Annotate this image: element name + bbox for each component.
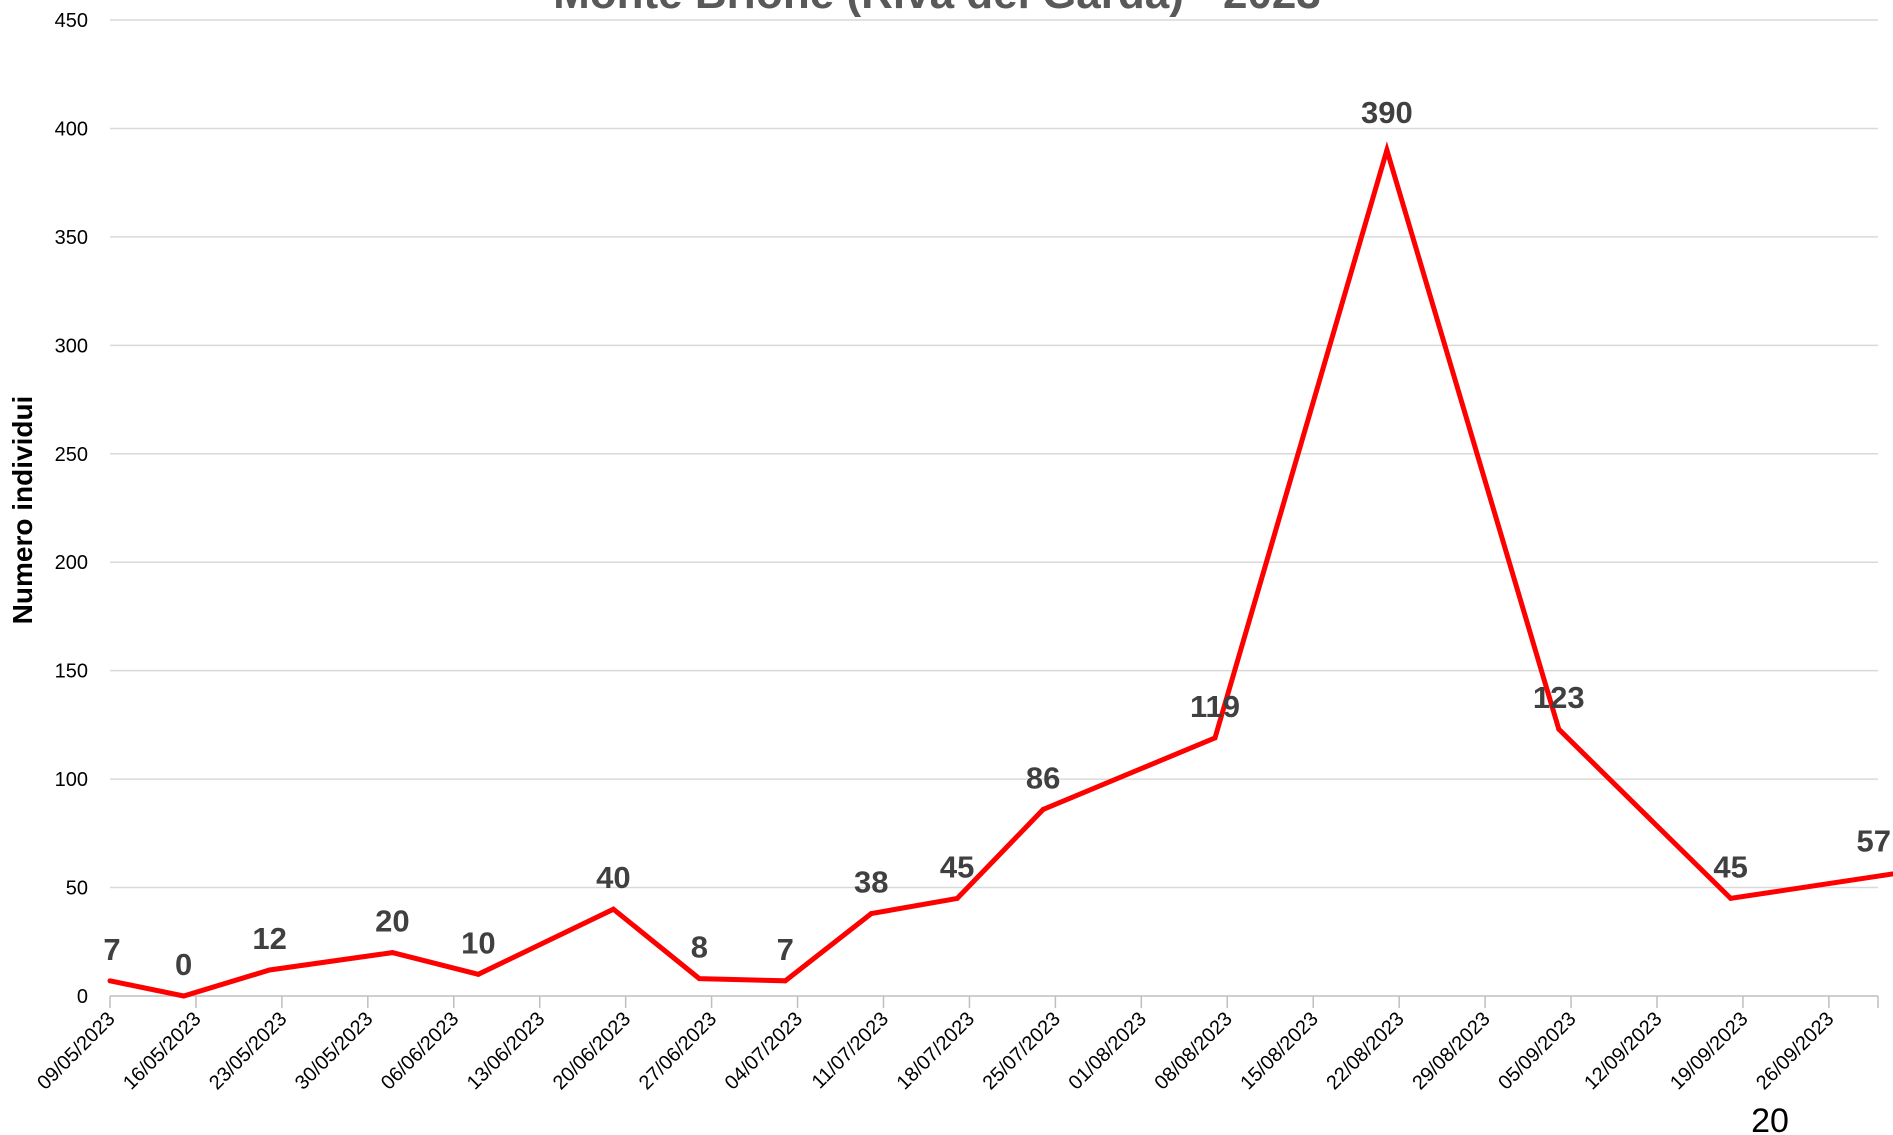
x-axis — [109, 995, 1879, 1008]
page-number: 20 — [1751, 1102, 1789, 1135]
data-label-15: 45 — [1713, 849, 1747, 884]
x-tick-label-9: 04/07/2023 — [721, 1008, 807, 1094]
data-label-2: 0 — [175, 947, 192, 982]
y-axis-title: Numero individui — [7, 396, 38, 625]
data-point-4 — [389, 950, 395, 956]
x-tick-label-21: 26/09/2023 — [1752, 1008, 1838, 1094]
y-tick-label-100: 100 — [55, 769, 88, 791]
y-tick-label-50: 50 — [66, 878, 88, 900]
y-tick-label-0: 0 — [77, 986, 88, 1008]
x-tick-label-18: 05/09/2023 — [1494, 1008, 1580, 1094]
data-point-2 — [181, 993, 187, 999]
x-tick-label-15: 15/08/2023 — [1236, 1008, 1322, 1094]
data-point-11 — [1040, 806, 1046, 812]
y-tick-label-450: 450 — [55, 10, 88, 32]
data-label-13: 390 — [1361, 95, 1413, 130]
data-point-3 — [267, 967, 273, 973]
data-label-10: 45 — [940, 849, 974, 884]
data-point-1 — [107, 978, 113, 984]
x-tick-label-13: 01/08/2023 — [1065, 1008, 1151, 1094]
x-axis-tick-labels: 09/05/2023 16/05/2023 23/05/2023 30/05/2023… — [33, 1008, 1838, 1094]
x-tick-label-8: 27/06/2023 — [635, 1008, 721, 1094]
data-point-9 — [868, 911, 874, 917]
data-label-4: 20 — [375, 904, 409, 939]
data-label-5: 10 — [461, 925, 495, 960]
x-tick-label-11: 18/07/2023 — [893, 1008, 979, 1094]
data-point-10 — [954, 895, 960, 901]
data-point-5 — [475, 971, 481, 977]
x-tick-label-12: 25/07/2023 — [979, 1008, 1065, 1094]
data-label-16: 57 — [1857, 823, 1891, 858]
data-label-8: 7 — [777, 932, 794, 967]
y-tick-label-300: 300 — [55, 335, 88, 357]
y-tick-label-250: 250 — [55, 444, 88, 466]
data-point-13 — [1384, 147, 1390, 153]
x-tick-label-16: 22/08/2023 — [1322, 1008, 1408, 1094]
data-label-1: 7 — [103, 932, 120, 967]
y-tick-label-150: 150 — [55, 661, 88, 683]
data-point-6 — [610, 906, 616, 912]
x-tick-label-3: 23/05/2023 — [205, 1008, 291, 1094]
x-tick-label-2: 16/05/2023 — [119, 1008, 205, 1094]
x-tick-label-17: 29/08/2023 — [1408, 1008, 1494, 1094]
chart-title: Monte Brione (Riva del Garda) - 2023 — [553, 0, 1321, 18]
x-tick-label-1: 09/05/2023 — [33, 1008, 119, 1094]
data-series — [107, 141, 1893, 999]
data-label-3: 12 — [252, 921, 286, 956]
series-line-1 — [109, 141, 1893, 999]
gridlines — [110, 19, 1878, 889]
y-axis-tick-labels: 0 50 100 150 200 250 300 350 400 450 — [55, 10, 88, 1008]
data-label-14: 123 — [1533, 680, 1585, 715]
y-tick-label-200: 200 — [55, 552, 88, 574]
x-tick-label-7: 20/06/2023 — [549, 1008, 635, 1094]
x-tick-label-10: 11/07/2023 — [808, 1008, 893, 1093]
data-label-6: 40 — [596, 860, 630, 895]
x-tick-label-6: 13/06/2023 — [463, 1008, 549, 1094]
data-point-8 — [782, 978, 788, 984]
data-labels: 7 0 12 20 10 40 8 7 38 45 86 119 390 123 45 57 — [103, 95, 1891, 982]
data-point-7 — [696, 976, 702, 982]
y-tick-label-350: 350 — [55, 227, 88, 249]
x-tick-label-4: 30/05/2023 — [291, 1008, 377, 1094]
data-point-12 — [1212, 735, 1218, 741]
data-point-14 — [1556, 726, 1562, 732]
data-label-12: 119 — [1190, 689, 1240, 724]
x-tick-label-19: 12/09/2023 — [1580, 1008, 1666, 1094]
data-label-9: 38 — [854, 865, 888, 900]
x-tick-label-5: 06/06/2023 — [377, 1008, 463, 1094]
data-point-15 — [1728, 895, 1734, 901]
y-tick-label-400: 400 — [55, 118, 88, 140]
data-label-11: 86 — [1026, 760, 1060, 795]
x-tick-label-20: 19/09/2023 — [1666, 1008, 1752, 1094]
data-label-7: 8 — [691, 930, 708, 965]
x-tick-label-14: 08/08/2023 — [1150, 1008, 1236, 1094]
